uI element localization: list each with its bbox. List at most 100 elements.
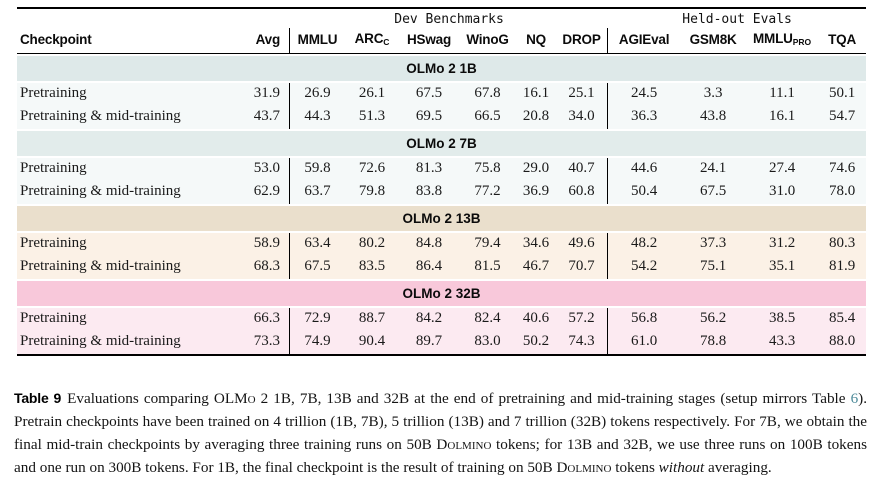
value-cell: 63.7	[304, 183, 331, 199]
caption-segment: averaging.	[704, 459, 772, 476]
value-cell: 83.8	[415, 183, 443, 199]
col-header-gsm8k: GSM8K	[680, 28, 747, 54]
group-header-dev-benchmarks: Dev Benchmarks	[394, 12, 504, 27]
caption-segment: Dolmino	[556, 459, 612, 476]
section-title: OLMo 2 7B	[17, 129, 867, 158]
value-cell: 48.2	[630, 235, 658, 251]
value-cell: 67.5	[304, 258, 331, 274]
value-cell: 36.3	[630, 108, 658, 124]
table-row: Pretraining 66.3 72.9 88.7 84.2 82.4 40.6 57.2 5…	[17, 308, 867, 331]
col-header-winog: WinoG	[459, 28, 516, 54]
value-cell: 79.4	[474, 235, 501, 251]
value-cell: 56.8	[630, 310, 658, 326]
value-cell: 84.2	[415, 310, 443, 326]
value-cell: 81.5	[474, 258, 501, 274]
caption-segment: OLMo 2	[213, 390, 269, 407]
value-cell: 31.2	[768, 235, 796, 251]
col-header-checkpoint: Checkpoint	[17, 28, 222, 54]
value-cell: 57.2	[556, 308, 609, 331]
value-cell: 24.5	[630, 85, 658, 101]
section-title: OLMo 2 1B	[17, 54, 867, 83]
value-cell: 53.0	[222, 158, 290, 181]
table-row: Pretraining & mid-training 43.7 44.3 51.3 69…	[17, 106, 867, 129]
checkpoint-cell: Pretraining	[20, 310, 87, 326]
col-header-nq: NQ	[516, 28, 556, 54]
value-cell: 34.0	[556, 106, 609, 129]
value-cell: 44.6	[630, 160, 658, 176]
value-cell: 60.8	[556, 181, 609, 204]
value-cell: 83.0	[474, 333, 501, 349]
col-header-drop: DROP	[556, 28, 609, 54]
value-cell: 50.2	[522, 333, 550, 349]
value-cell: 75.8	[474, 160, 501, 176]
table-row: Pretraining 58.9 63.4 80.2 84.8 79.4 34.6 49.6 4…	[17, 233, 867, 256]
value-cell: 66.3	[222, 308, 290, 331]
value-cell: 78.0	[828, 183, 856, 199]
value-cell: 26.1	[358, 85, 386, 101]
checkpoint-cell: Pretraining	[20, 160, 87, 176]
caption-segment: without	[658, 459, 705, 476]
value-cell: 82.4	[474, 310, 501, 326]
value-cell: 26.9	[304, 85, 331, 101]
col-header-tqa: TQA	[818, 28, 867, 54]
value-cell: 74.3	[556, 331, 609, 354]
table-row: Pretraining & mid-training 73.3 74.9 90.4 89…	[17, 331, 867, 354]
value-cell: 43.7	[222, 106, 290, 129]
checkpoint-cell: Pretraining	[20, 235, 87, 251]
value-cell: 68.3	[222, 256, 290, 279]
table-row: Pretraining 53.0 59.8 72.6 81.3 75.8 29.0 40.7 4…	[17, 158, 867, 181]
value-cell: 49.6	[556, 233, 609, 256]
value-cell: 3.3	[703, 85, 723, 101]
value-cell: 16.1	[768, 108, 796, 124]
value-cell: 54.7	[828, 108, 856, 124]
value-cell: 35.1	[768, 258, 796, 274]
section-band-row-olmo-2-32b: OLMo 2 32B	[17, 279, 867, 308]
column-header-row: Checkpoint Avg MMLU ARCC HSwag WinoG NQ DROP AGI…	[17, 28, 867, 54]
checkpoint-cell: Pretraining & mid-training	[20, 333, 181, 349]
value-cell: 81.9	[828, 258, 856, 274]
table-ref-link[interactable]: 6	[850, 390, 859, 407]
value-cell: 69.5	[415, 108, 443, 124]
value-cell: 67.5	[415, 85, 443, 101]
value-cell: 59.8	[304, 160, 331, 176]
value-cell: 58.9	[222, 233, 290, 256]
value-cell: 77.2	[474, 183, 501, 199]
value-cell: 20.8	[522, 108, 550, 124]
caption-segment: tokens	[611, 459, 659, 476]
caption-segment: Evaluations comparing	[67, 390, 214, 407]
caption-segment: Dolmino	[436, 436, 492, 453]
table-body: OLMo 2 1B Pretraining 31.9 26.9 26.1 67.5 67.8…	[17, 54, 867, 354]
value-cell: 67.8	[474, 85, 501, 101]
value-cell: 43.3	[768, 333, 796, 349]
value-cell: 89.7	[415, 333, 443, 349]
col-header-mmlu: MMLU	[290, 28, 345, 54]
value-cell: 62.9	[222, 181, 290, 204]
value-cell: 85.4	[828, 310, 856, 326]
value-cell: 86.4	[415, 258, 443, 274]
value-cell: 11.1	[769, 85, 795, 101]
value-cell: 66.5	[474, 108, 501, 124]
value-cell: 73.3	[222, 331, 290, 354]
value-cell: 61.0	[630, 333, 658, 349]
value-cell: 79.8	[358, 183, 386, 199]
table-row: Pretraining 31.9 26.9 26.1 67.5 67.8 16.1 25.1 2…	[17, 83, 867, 106]
value-cell: 81.3	[415, 160, 443, 176]
value-cell: 72.6	[358, 160, 386, 176]
value-cell: 50.4	[630, 183, 658, 199]
page: Dev Benchmarks Held-out Evals Checkpoint…	[14, 7, 867, 476]
checkpoint-cell: Pretraining & mid-training	[20, 258, 181, 274]
value-cell: 31.9	[222, 83, 290, 106]
group-header-held-out-evals: Held-out Evals	[682, 12, 792, 27]
col-header-agieval: AGIEval	[608, 28, 681, 54]
value-cell: 74.9	[304, 333, 331, 349]
value-cell: 84.8	[415, 235, 443, 251]
checkpoint-cell: Pretraining & mid-training	[20, 108, 181, 124]
value-cell: 34.6	[522, 235, 550, 251]
table-row: Pretraining & mid-training 62.9 63.7 79.8 83…	[17, 181, 867, 204]
value-cell: 80.3	[828, 235, 856, 251]
value-cell: 83.5	[358, 258, 386, 274]
group-header-spacer	[17, 9, 290, 28]
table-row: Pretraining & mid-training 68.3 67.5 83.5 86…	[17, 256, 867, 279]
value-cell: 43.8	[699, 108, 727, 124]
col-header-avg: Avg	[222, 28, 290, 54]
